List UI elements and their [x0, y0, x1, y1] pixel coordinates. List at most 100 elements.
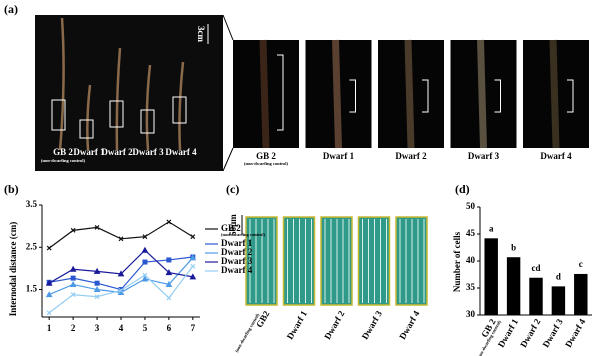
marker	[70, 275, 76, 281]
y-tick-label: 2.5	[26, 241, 38, 251]
x-tick-label: Dwarf 4	[563, 317, 588, 349]
y-tick-label: 1.5	[26, 284, 38, 294]
marker	[93, 267, 101, 274]
marker	[69, 280, 77, 287]
y-tick-label: 45	[466, 228, 476, 238]
bracket	[349, 79, 356, 113]
detail-note: (non-dwarfing control)	[244, 161, 289, 166]
x-tick-label: 5	[143, 323, 148, 333]
y-tick-label: 30	[466, 309, 476, 319]
bar	[484, 238, 498, 315]
x-tick-label: Dwarf 2	[518, 317, 543, 349]
marker	[141, 246, 149, 253]
marker	[94, 224, 100, 230]
legend-label: GB 2	[221, 223, 241, 233]
marker	[45, 291, 53, 298]
marker	[165, 269, 173, 276]
tree-label: GB 2	[53, 147, 73, 157]
marker	[166, 219, 172, 225]
y-axis-label: Number of cells	[452, 231, 462, 292]
bar	[506, 257, 521, 315]
marker	[117, 270, 125, 277]
micro-note: (non-dwarfing control)	[234, 312, 261, 353]
series-line	[48, 221, 194, 249]
bracket	[422, 79, 429, 113]
bracket	[277, 54, 284, 131]
x-tick-label: 6	[167, 323, 172, 333]
marker	[118, 236, 124, 242]
marker	[94, 294, 100, 300]
y-tick-label: 35	[466, 282, 476, 292]
y-axis-label: Internodal distance (cm)	[8, 222, 18, 317]
x-tick-label: 1	[47, 323, 52, 333]
micro-label: Dwarf 4	[397, 309, 422, 341]
zoom-line	[222, 147, 234, 172]
marker	[141, 275, 149, 282]
scale-label: 3cm	[196, 26, 206, 42]
x-tick-label: 7	[191, 323, 196, 333]
shoots	[58, 17, 185, 151]
tree-label: Dwarf 3	[132, 147, 164, 157]
bar	[529, 277, 543, 315]
detail-label: Dwarf 2	[395, 151, 427, 161]
marker	[190, 234, 196, 240]
marker	[166, 257, 172, 263]
marker	[166, 295, 172, 301]
detail-label: Dwarf 1	[323, 151, 355, 161]
marker	[142, 272, 148, 278]
marker	[94, 280, 100, 286]
legend-label: Dwarf 2	[221, 247, 253, 257]
x-tick-label: 2	[71, 323, 76, 333]
bar-annotation: a	[489, 223, 494, 233]
stem	[259, 39, 270, 149]
stem	[549, 39, 560, 149]
legend-label: Dwarf 4	[221, 265, 253, 275]
x-tick-label: 3	[95, 323, 100, 333]
detail-label: GB 2	[256, 151, 276, 161]
marker	[189, 273, 197, 280]
marker	[118, 287, 124, 293]
micro-label: Dwarf 3	[360, 309, 385, 341]
bar-annotation: c	[579, 259, 583, 269]
marker	[142, 234, 148, 240]
bar-annotation: d	[556, 271, 561, 281]
micro-label: Dwarf 1	[285, 309, 310, 341]
marker	[93, 285, 101, 293]
marker	[189, 254, 197, 261]
marker	[70, 292, 76, 298]
bar	[574, 273, 588, 315]
legend-note: (non-dwarfing control)	[221, 232, 266, 237]
marker	[190, 263, 196, 269]
panel-label: (d)	[455, 182, 470, 196]
marker	[69, 265, 77, 272]
legend-label: Dwarf 1	[221, 238, 253, 248]
panel-label: (b)	[4, 182, 19, 196]
bar-annotation: cd	[532, 263, 541, 273]
marker	[70, 227, 76, 233]
y-tick-label: 40	[466, 255, 476, 265]
stem	[332, 39, 342, 149]
tree-photo	[35, 15, 223, 171]
detail-label: Dwarf 3	[468, 151, 500, 161]
marker	[46, 245, 52, 251]
tree-label: Dwarf 4	[165, 147, 197, 157]
bracket	[494, 79, 501, 113]
bracket	[567, 79, 574, 113]
y-tick-label: 50	[466, 201, 476, 211]
marker	[45, 279, 53, 286]
micro-label: Dwarf 2	[322, 309, 347, 341]
x-tick-label: Dwarf 3	[541, 317, 566, 349]
y-tick-label: 3.5	[26, 199, 38, 209]
stem	[404, 39, 415, 149]
bar	[551, 286, 566, 315]
scale-label: 50μm	[228, 214, 238, 236]
legend-label: Dwarf 3	[221, 256, 253, 266]
marker	[46, 310, 52, 316]
marker	[165, 280, 173, 287]
stem	[477, 39, 487, 149]
x-tick-label: 4	[119, 323, 124, 333]
tree-label: Dwarf 1	[73, 147, 105, 157]
panel-label: (a)	[4, 2, 18, 16]
